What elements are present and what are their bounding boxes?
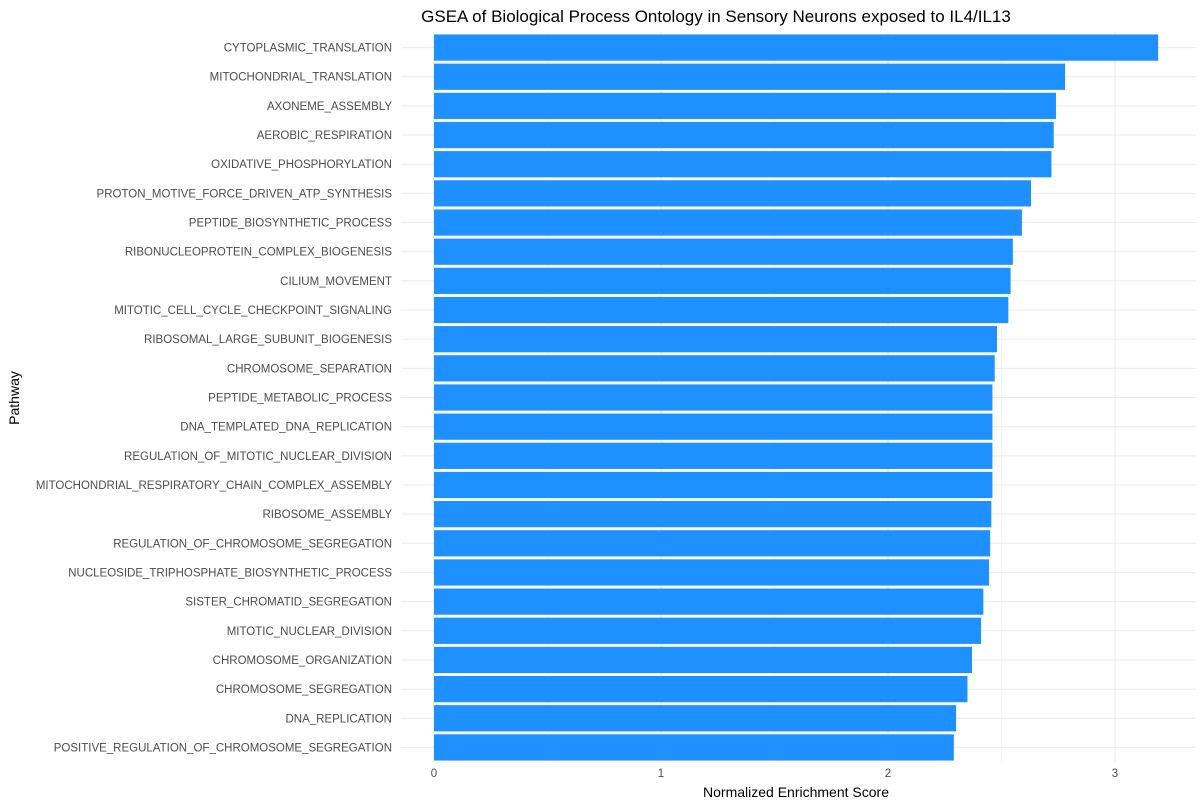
bar <box>434 326 997 353</box>
category-label: CHROMOSOME_SEGREGATION <box>216 684 392 696</box>
bar <box>434 238 1013 265</box>
bar <box>434 267 1011 294</box>
category-label: CILIUM_MOVEMENT <box>280 276 392 288</box>
category-label: AXONEME_ASSEMBLY <box>267 101 392 113</box>
x-tick-label: 1 <box>658 768 664 780</box>
bar <box>434 384 993 411</box>
bar <box>434 675 968 703</box>
category-label: SISTER_CHROMATID_SEGREGATION <box>185 597 392 609</box>
x-axis-title: Normalized Enrichment Score <box>703 784 889 800</box>
bar <box>434 471 993 499</box>
bar <box>434 442 993 469</box>
category-label: DNA_TEMPLATED_DNA_REPLICATION <box>180 422 392 434</box>
bar <box>434 121 1054 149</box>
chart-title: GSEA of Biological Process Ontology in S… <box>421 7 1011 26</box>
category-label: MITOCHONDRIAL_TRANSLATION <box>210 72 392 84</box>
bar <box>434 92 1056 120</box>
x-tick-labels: 0 1 2 3 <box>431 768 1118 780</box>
x-tick-label: 0 <box>431 768 437 780</box>
bar <box>434 646 972 674</box>
y-axis-title: Pathway <box>6 371 22 425</box>
bar <box>434 734 954 761</box>
bar <box>434 209 1022 236</box>
category-labels: CYTOPLASMIC_TRANSLATION MITOCHONDRIAL_TRA… <box>36 43 393 755</box>
bar <box>434 296 1009 324</box>
category-label: AEROBIC_RESPIRATION <box>257 130 392 142</box>
category-label: NUCLEOSIDE_TRIPHOSPHATE_BIOSYNTHETIC_PRO… <box>68 567 392 579</box>
bar <box>434 705 957 732</box>
bar <box>434 34 1159 61</box>
bars-layer <box>434 34 1159 761</box>
category-label: RIBOSOMAL_LARGE_SUBUNIT_BIOGENESIS <box>144 334 392 346</box>
x-tick-label: 3 <box>1112 768 1118 780</box>
bar <box>434 530 991 557</box>
category-label: PEPTIDE_METABOLIC_PROCESS <box>208 393 392 405</box>
bar <box>434 355 995 382</box>
x-tick-label: 2 <box>885 768 891 780</box>
bar <box>434 501 992 528</box>
category-label: RIBONUCLEOPROTEIN_COMPLEX_BIOGENESIS <box>125 247 392 259</box>
bar <box>434 588 984 615</box>
bar <box>434 63 1066 90</box>
category-label: CHROMOSOME_SEPARATION <box>227 363 392 375</box>
category-label: CHROMOSOME_ORGANIZATION <box>213 655 392 667</box>
category-label: REGULATION_OF_CHROMOSOME_SEGREGATION <box>113 538 392 550</box>
bar <box>434 180 1032 207</box>
category-label: POSITIVE_REGULATION_OF_CHROMOSOME_SEGREG… <box>54 742 392 754</box>
category-label: PEPTIDE_BIOSYNTHETIC_PROCESS <box>189 218 393 230</box>
category-label: MITOCHONDRIAL_RESPIRATORY_CHAIN_COMPLEX_… <box>36 480 393 492</box>
bar <box>434 413 993 440</box>
category-label: PROTON_MOTIVE_FORCE_DRIVEN_ATP_SYNTHESIS <box>97 188 393 200</box>
category-label: OXIDATIVE_PHOSPHORYLATION <box>211 159 392 171</box>
category-label: REGULATION_OF_MITOTIC_NUCLEAR_DIVISION <box>124 451 392 463</box>
category-label: DNA_REPLICATION <box>285 713 392 725</box>
category-label: RIBOSOME_ASSEMBLY <box>262 509 392 521</box>
bar <box>434 559 990 586</box>
bar <box>434 151 1052 178</box>
category-label: CYTOPLASMIC_TRANSLATION <box>224 43 392 55</box>
category-label: MITOTIC_NUCLEAR_DIVISION <box>227 626 392 638</box>
bar <box>434 617 982 644</box>
category-label: MITOTIC_CELL_CYCLE_CHECKPOINT_SIGNALING <box>114 305 392 317</box>
